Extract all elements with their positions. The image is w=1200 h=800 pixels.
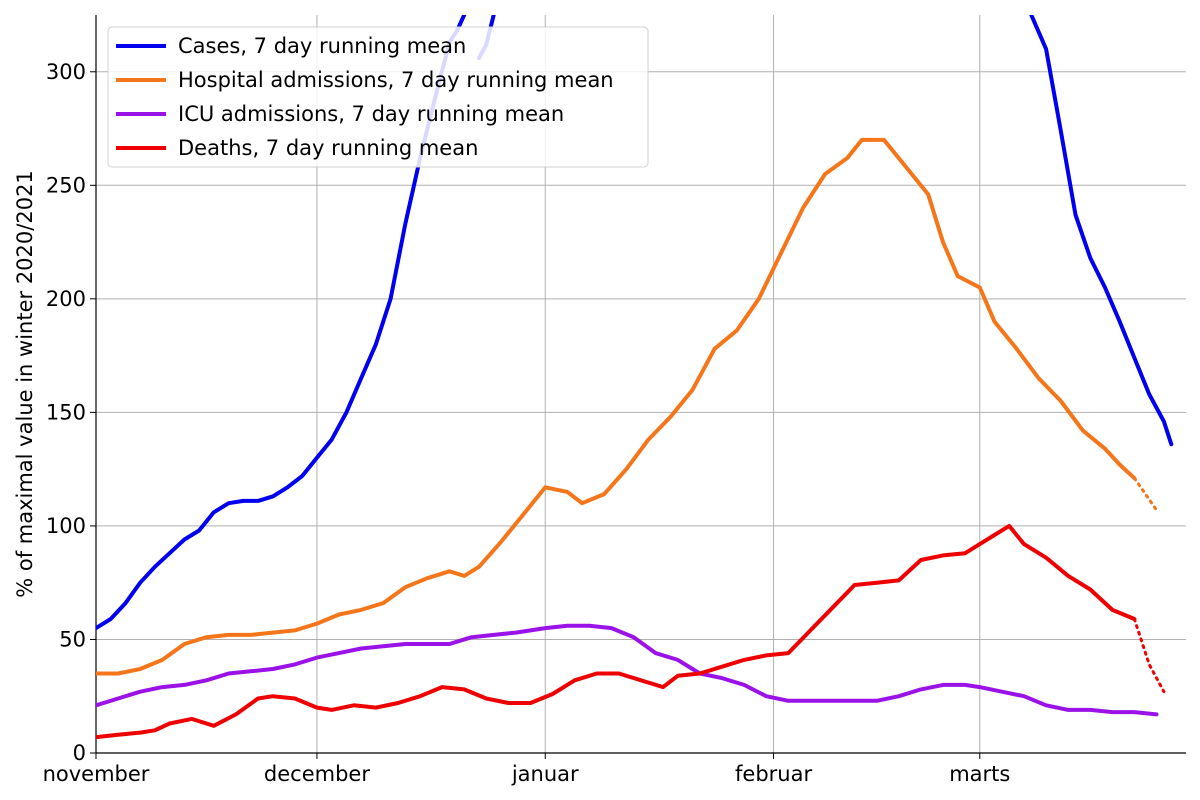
legend-label: Deaths, 7 day running mean [178,136,478,160]
y-tick-label: 150 [46,400,86,424]
series-layer [96,15,1174,740]
y-tick-label: 0 [73,741,86,765]
y-tick-label: 300 [46,60,86,84]
series-0-line-late [1029,15,1174,447]
series-2-line [96,623,1159,717]
tick-labels: 0 50 100 150 200 250 300 november december januar… [43,60,1011,786]
y-tick-label: 100 [46,514,86,538]
x-tick-label: januar [511,762,579,786]
series-0-line [96,15,467,631]
series-1-line [96,137,1137,676]
legend-label: ICU admissions, 7 day running mean [178,102,564,126]
y-tick-label: 50 [59,627,86,651]
series-1-projection [1132,476,1158,512]
x-tick-label: februar [735,762,812,786]
x-tick-label: november [43,762,150,786]
y-tick-label: 200 [46,287,86,311]
legend-label: Cases, 7 day running mean [178,34,466,58]
legend-box [107,26,649,168]
x-tick-label: december [264,762,370,786]
series-3-line [96,523,1137,740]
legend: Cases, 7 day running mean Hospital admiss… [107,26,649,168]
x-tick-label: marts [949,762,1010,786]
y-axis-label: % of maximal value in winter 2020/2021 [13,170,37,598]
legend-label: Hospital admissions, 7 day running mean [178,68,614,92]
series-3-projection [1132,617,1166,694]
y-tick-label: 250 [46,173,86,197]
